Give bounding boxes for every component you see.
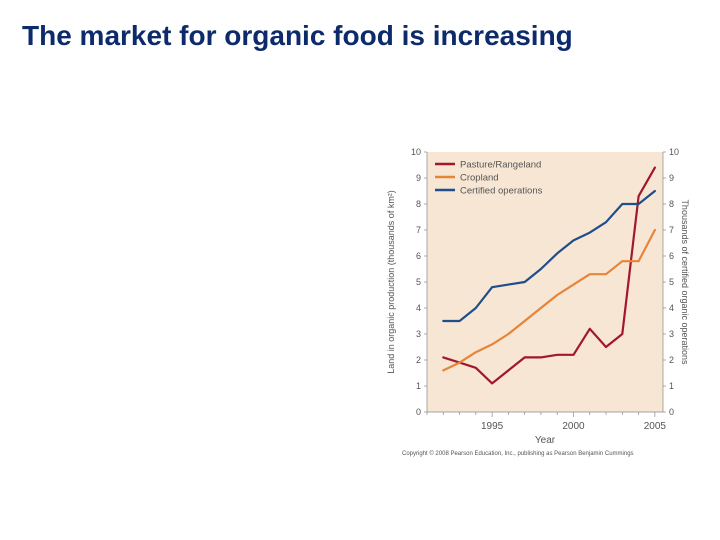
left-axis: 0 1 2 3 4 5 6 7 8 9 10: [411, 147, 428, 417]
left-tick-label: 10: [411, 147, 421, 157]
right-tick-label: 5: [669, 277, 674, 287]
left-tick-label: 3: [416, 329, 421, 339]
x-axis-label: Year: [535, 435, 556, 446]
series-layer: [442, 166, 656, 385]
left-tick-label: 4: [416, 303, 421, 313]
y-axis-label: Land in organic production (thousands of…: [386, 190, 396, 374]
right-tick-label: 4: [669, 303, 674, 313]
legend: Pasture/Rangeland Cropland Certified opera…: [435, 160, 543, 197]
chart-svg: 0 1 2 3 4 5 6 7 8 9 10 0 1 2 3 4 5 6 7 8 9 10 1995 2000 2005 P…: [386, 147, 690, 446]
right-tick-label: 1: [669, 381, 674, 391]
right-tick-label: 0: [669, 407, 674, 417]
right-tick-label: 8: [669, 199, 674, 209]
right-axis: 0 1 2 3 4 5 6 7 8 9 10: [662, 147, 679, 417]
right-tick-label: 9: [669, 173, 674, 183]
organic-production-chart: 0 1 2 3 4 5 6 7 8 9 10 0 1 2 3 4 5 6 7 8 9 10 1995 2000 2005 P…: [380, 140, 690, 465]
plot-background: [427, 152, 663, 412]
right-tick-label: 7: [669, 225, 674, 235]
right-tick-label: 6: [669, 251, 674, 261]
series-line: [442, 189, 656, 323]
left-tick-label: 2: [416, 355, 421, 365]
left-tick-label: 0: [416, 407, 421, 417]
left-tick-label: 1: [416, 381, 421, 391]
slide-title: The market for organic food is increasin…: [22, 20, 573, 51]
x-tick-label: 2005: [644, 421, 667, 432]
right-tick-label: 10: [669, 147, 679, 157]
left-tick-label: 9: [416, 173, 421, 183]
right-tick-label: 3: [669, 329, 674, 339]
copyright-notice: Copyright © 2008 Pearson Education, Inc.…: [402, 451, 634, 457]
x-tick-label: 2000: [562, 421, 585, 432]
left-tick-label: 5: [416, 277, 421, 287]
right-tick-label: 2: [669, 355, 674, 365]
series-line: [442, 228, 656, 372]
left-tick-label: 8: [416, 199, 421, 209]
legend-label: Cropland: [460, 173, 499, 184]
x-axis: 1995 2000 2005: [426, 411, 667, 432]
series-line: [442, 166, 656, 385]
legend-label: Certified operations: [460, 186, 543, 197]
left-tick-label: 6: [416, 251, 421, 261]
legend-label: Pasture/Rangeland: [460, 160, 541, 171]
x-tick-label: 1995: [481, 421, 504, 432]
left-tick-label: 7: [416, 225, 421, 235]
y2-axis-label: Thousands of certified organic operation…: [680, 199, 690, 365]
